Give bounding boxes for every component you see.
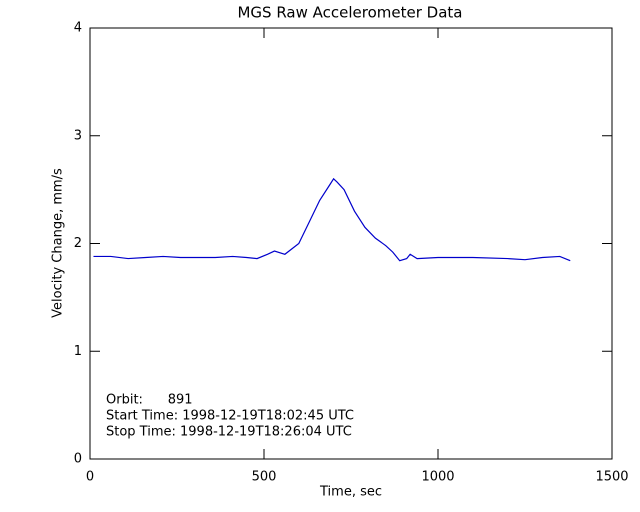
x-axis-label: Time, sec bbox=[319, 485, 382, 500]
y-tick-label: 0 bbox=[74, 452, 82, 467]
annotation: Stop Time: 1998-12-19T18:26:04 UTC bbox=[106, 425, 352, 440]
annotation: Start Time: 1998-12-19T18:02:45 UTC bbox=[106, 409, 354, 424]
y-tick-label: 2 bbox=[74, 236, 82, 251]
x-tick-label: 0 bbox=[86, 470, 94, 485]
y-axis-label: Velocity Change, mm/s bbox=[51, 168, 66, 318]
x-tick-label: 500 bbox=[252, 470, 277, 485]
chart-title: MGS Raw Accelerometer Data bbox=[237, 4, 462, 22]
annotation: Orbit: 891 bbox=[106, 393, 193, 408]
y-tick-label: 4 bbox=[74, 21, 82, 36]
data-line bbox=[93, 177, 571, 262]
x-tick-label: 1000 bbox=[421, 470, 454, 485]
y-tick-label: 3 bbox=[74, 128, 82, 143]
y-tick-label: 1 bbox=[74, 344, 82, 359]
x-tick-label: 1500 bbox=[595, 470, 628, 485]
